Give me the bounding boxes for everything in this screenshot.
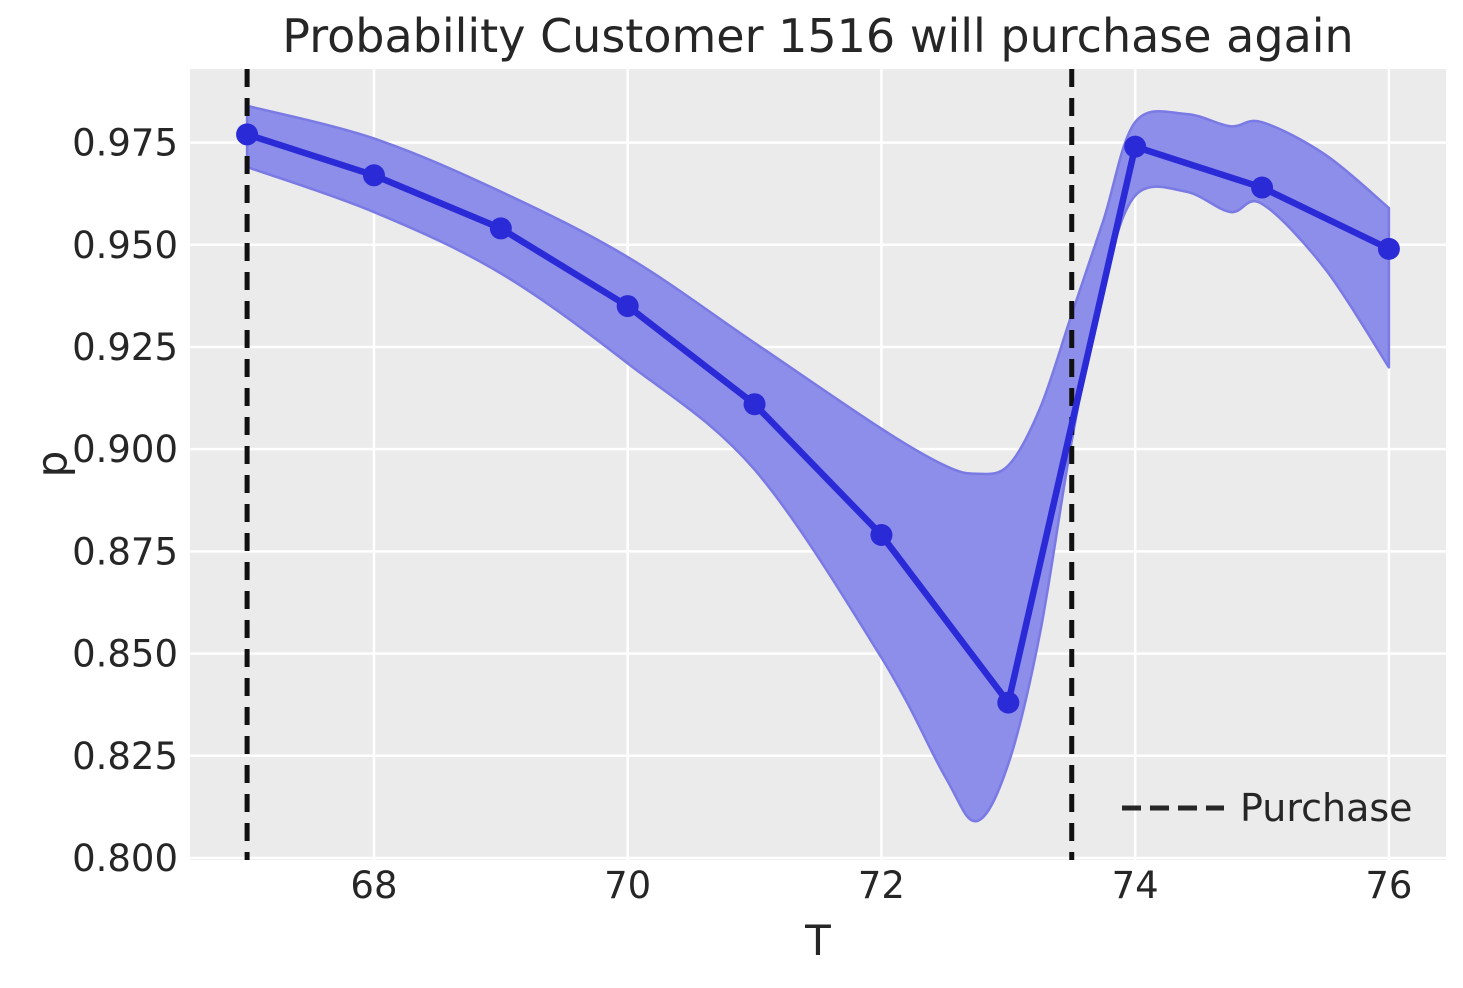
- x-tick-labels: 68 70 72 74 76: [350, 864, 1412, 907]
- chart-title: Probability Customer 1516 will purchase …: [282, 9, 1353, 63]
- y-tick-labels: 0.975 0.950 0.925 0.900 0.875 0.850 0.825 0.800: [72, 122, 178, 880]
- y-tick-label: 0.825: [72, 735, 178, 778]
- y-tick-label: 0.800: [72, 837, 178, 880]
- x-tick-label: 76: [1365, 864, 1412, 907]
- data-point-marker: [616, 295, 639, 318]
- data-point-marker: [489, 217, 512, 240]
- x-tick-label: 72: [858, 864, 905, 907]
- data-point-marker: [870, 524, 893, 547]
- y-tick-label: 0.950: [72, 224, 178, 267]
- x-tick-label: 74: [1112, 864, 1159, 907]
- purchase-vlines-layer: [244, 69, 1075, 860]
- probability-line: [243, 131, 1393, 706]
- data-point-marker: [1377, 237, 1400, 260]
- series-layer: [236, 123, 1400, 714]
- data-point-marker: [1124, 135, 1147, 158]
- y-tick-label: 0.975: [72, 122, 178, 165]
- data-point-marker: [1251, 176, 1274, 199]
- y-tick-label: 0.925: [72, 326, 178, 369]
- data-point-marker: [362, 164, 385, 187]
- gridlines: [190, 69, 1446, 860]
- y-tick-label: 0.900: [72, 428, 178, 471]
- x-tick-label: 68: [350, 864, 397, 907]
- x-tick-label: 70: [604, 864, 651, 907]
- legend-label: Purchase: [1240, 786, 1413, 830]
- y-axis-label: p: [28, 451, 77, 478]
- data-point-marker: [743, 393, 766, 416]
- legend: Purchase: [1122, 786, 1413, 830]
- x-axis-label: T: [804, 916, 831, 965]
- y-tick-label: 0.875: [72, 530, 178, 573]
- data-point-marker: [236, 123, 259, 146]
- data-point-marker: [997, 691, 1020, 714]
- y-tick-label: 0.850: [72, 633, 178, 676]
